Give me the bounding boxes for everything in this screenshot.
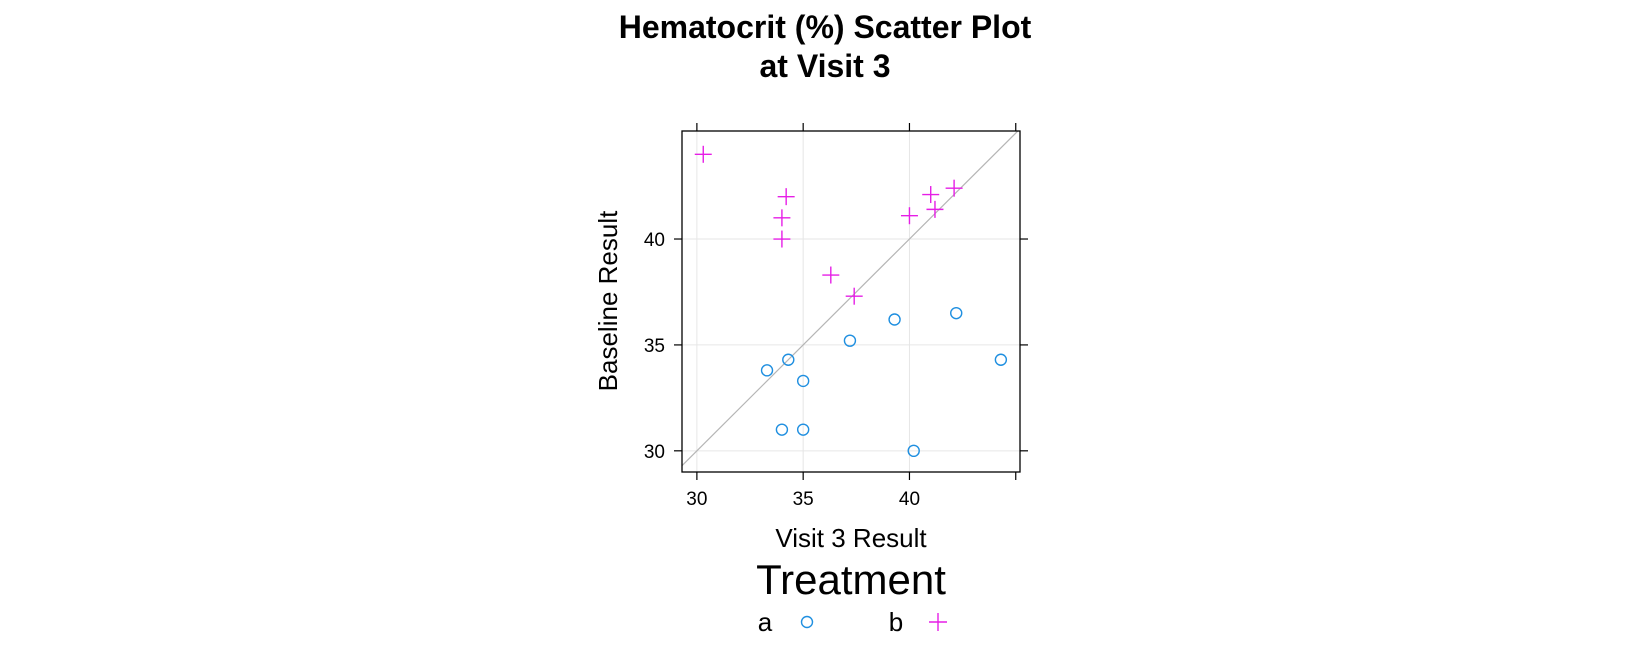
x-axis-label: Visit 3 Result	[775, 523, 927, 553]
data-points	[694, 145, 1008, 458]
point-b	[945, 179, 963, 197]
chart-title-line-2: at Visit 3	[759, 48, 890, 84]
point-a	[775, 423, 789, 436]
legend-title: Treatment	[756, 556, 946, 603]
identity-reference-line	[681, 130, 1019, 467]
legend: Treatment a b	[756, 556, 947, 637]
legend-label-a: a	[758, 607, 773, 637]
point-a	[796, 423, 810, 436]
point-b	[900, 207, 918, 225]
chart-title: Hematocrit (%) Scatter Plot at Visit 3	[619, 9, 1032, 84]
point-a	[760, 364, 774, 377]
point-b	[922, 186, 940, 204]
point-b	[773, 209, 791, 227]
axis-ticks: 30 35 40 30 35 40	[644, 123, 1028, 510]
point-a	[782, 353, 795, 366]
legend-marker-a	[800, 615, 814, 629]
point-a	[907, 444, 920, 458]
x-tick-label: 40	[899, 489, 920, 510]
legend-marker-b	[929, 613, 947, 631]
y-tick-label: 35	[644, 336, 665, 357]
point-b	[773, 230, 791, 248]
y-tick-label: 30	[644, 442, 665, 463]
chart-title-line-1: Hematocrit (%) Scatter Plot	[619, 9, 1032, 45]
point-a	[950, 306, 963, 320]
y-axis-label: Baseline Result	[593, 210, 623, 391]
point-a	[888, 313, 901, 326]
gridlines	[682, 131, 1020, 472]
legend-label-b: b	[889, 607, 903, 637]
x-tick-label: 30	[686, 489, 707, 510]
point-b	[845, 287, 863, 305]
point-a	[796, 374, 810, 388]
point-a	[843, 334, 857, 347]
point-b	[777, 188, 795, 206]
point-b	[822, 266, 840, 284]
point-b	[694, 145, 712, 163]
point-b	[926, 200, 944, 218]
y-tick-label: 40	[644, 230, 665, 251]
plot-panel-frame	[681, 130, 1021, 473]
point-a	[994, 353, 1008, 366]
x-tick-label: 35	[793, 489, 814, 510]
